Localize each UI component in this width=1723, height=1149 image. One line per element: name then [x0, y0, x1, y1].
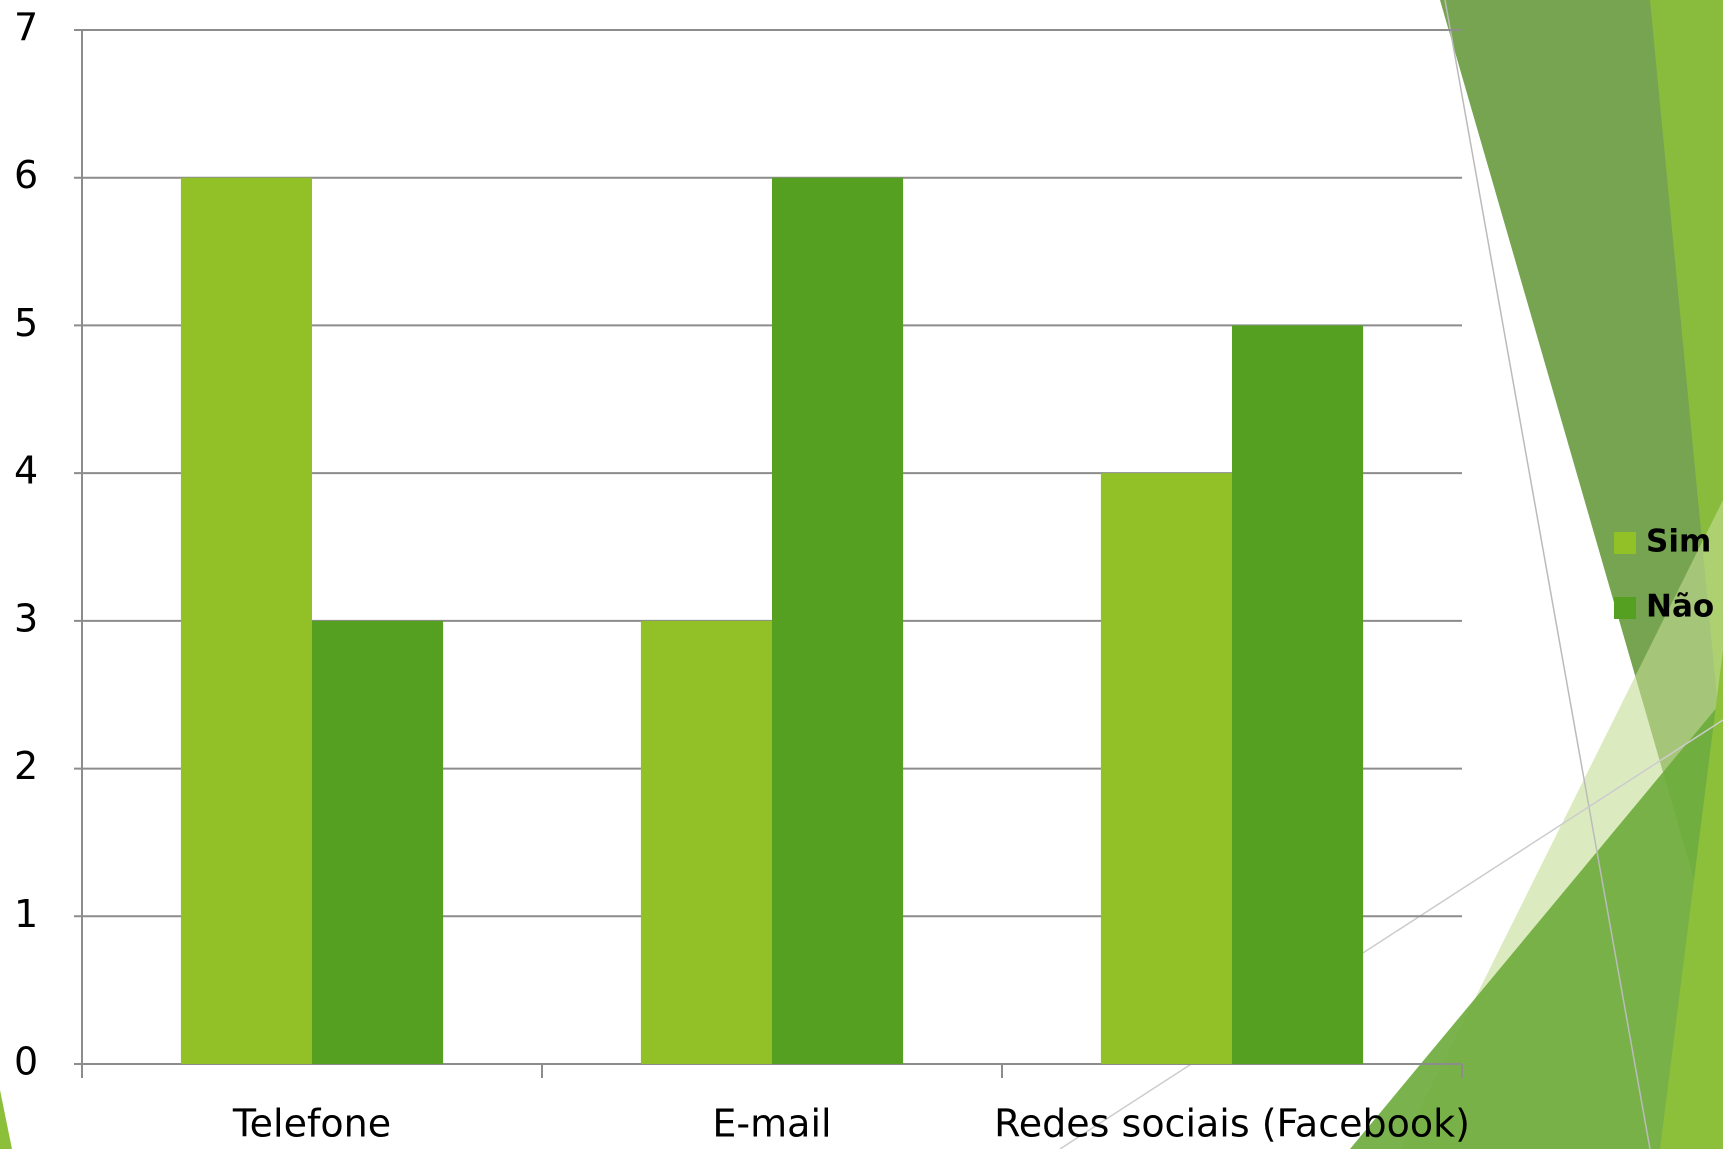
x-tick-label: Telefone [232, 1102, 391, 1146]
y-tick-label: 6 [14, 153, 38, 197]
y-tick-label: 4 [14, 449, 38, 493]
legend-swatch [1614, 532, 1636, 554]
bar [180, 177, 312, 1064]
bar [640, 620, 772, 1064]
y-tick-label: 7 [14, 6, 38, 50]
y-tick-label: 1 [14, 892, 38, 936]
y-tick-label: 2 [14, 744, 38, 788]
y-tick-label: 3 [14, 596, 38, 640]
x-tick-label: E-mail [712, 1102, 831, 1146]
y-tick-label: 0 [14, 1040, 38, 1084]
y-tick-label: 5 [14, 301, 38, 345]
bar [772, 177, 904, 1064]
x-tick-label: Redes sociais (Facebook) [994, 1102, 1470, 1146]
bar [312, 620, 444, 1064]
legend: Sim Não [1614, 524, 1714, 625]
legend-swatch [1614, 597, 1636, 619]
legend-label: Sim [1646, 524, 1711, 560]
bar [1232, 325, 1364, 1064]
legend-label: Não [1646, 589, 1714, 625]
bar [1100, 473, 1232, 1065]
